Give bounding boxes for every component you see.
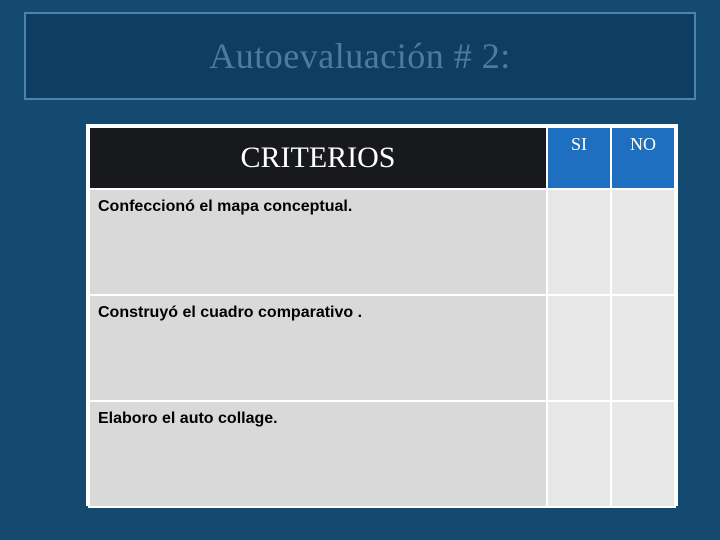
col-header-criterios: CRITERIOS: [89, 127, 547, 189]
criterion-label: Elaboro el auto collage.: [89, 401, 547, 507]
criterion-label: Confeccionó el mapa conceptual.: [89, 189, 547, 295]
no-cell: [611, 189, 675, 295]
table-row: Elaboro el auto collage.: [89, 401, 675, 507]
no-cell: [611, 401, 675, 507]
slide-title: Autoevaluación # 2:: [209, 35, 510, 77]
col-header-no: NO: [611, 127, 675, 189]
no-cell: [611, 295, 675, 401]
col-header-si: SI: [547, 127, 611, 189]
evaluation-table: CRITERIOS SI NO Confeccionó el mapa conc…: [88, 126, 676, 508]
si-cell: [547, 295, 611, 401]
table-header-row: CRITERIOS SI NO: [89, 127, 675, 189]
criterion-label: Construyó el cuadro comparativo .: [89, 295, 547, 401]
slide: Autoevaluación # 2: CRITERIOS SI NO Conf…: [0, 0, 720, 540]
si-cell: [547, 189, 611, 295]
table-row: Confeccionó el mapa conceptual.: [89, 189, 675, 295]
si-cell: [547, 401, 611, 507]
evaluation-table-wrap: CRITERIOS SI NO Confeccionó el mapa conc…: [86, 124, 678, 506]
title-box: Autoevaluación # 2:: [24, 12, 696, 100]
table-row: Construyó el cuadro comparativo .: [89, 295, 675, 401]
